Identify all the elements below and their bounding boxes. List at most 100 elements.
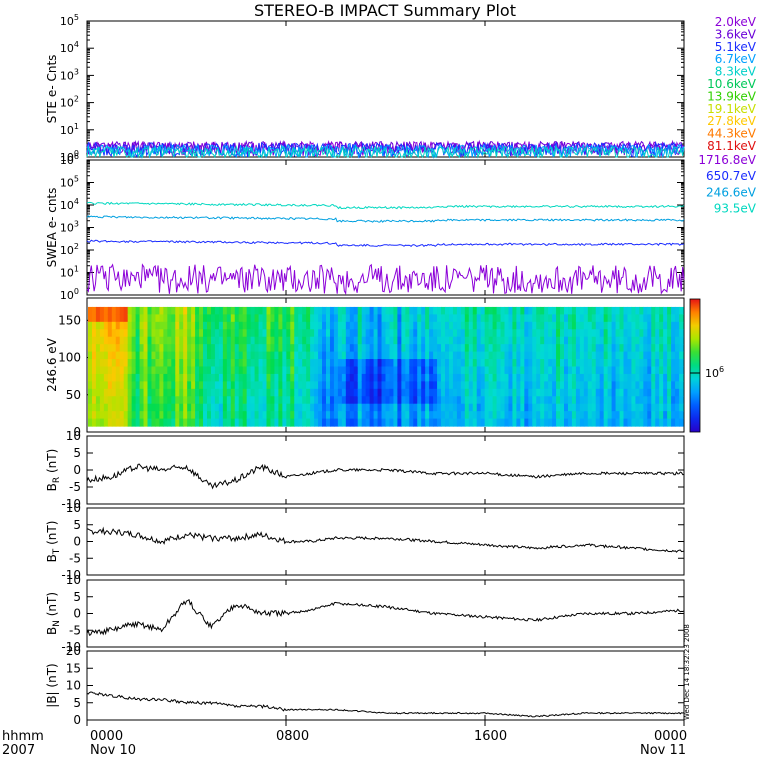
heatmap-cell <box>500 381 506 390</box>
heatmap-cell <box>591 359 597 368</box>
heatmap-cell <box>341 396 347 405</box>
heatmap-cell <box>226 411 232 420</box>
heatmap-cell <box>337 381 343 390</box>
heatmap-cell <box>421 336 426 345</box>
heatmap-cell <box>103 366 109 375</box>
heatmap-cell <box>119 396 125 405</box>
heatmap-cell <box>540 381 545 390</box>
heatmap-cell <box>262 329 268 338</box>
heatmap-cell <box>322 336 327 345</box>
heatmap-cell <box>195 314 200 323</box>
heatmap-cell <box>234 381 240 390</box>
heatmap-cell <box>393 336 398 345</box>
heatmap-cell <box>540 396 545 405</box>
heatmap-cell <box>445 381 450 390</box>
heatmap-cell <box>333 373 339 382</box>
heatmap-cell <box>361 359 367 368</box>
heatmap-cell <box>210 336 216 345</box>
heatmap-cell <box>262 306 268 315</box>
heatmap-cell <box>508 351 514 360</box>
heatmap-cell <box>607 388 613 397</box>
heatmap-cell <box>472 366 478 375</box>
heatmap-cell <box>298 306 303 315</box>
heatmap-cell <box>417 418 422 427</box>
heatmap-cell <box>286 366 291 375</box>
heatmap-cell <box>187 373 192 382</box>
heatmap-cell <box>504 344 510 353</box>
heatmap-cell <box>322 381 327 390</box>
heatmap-cell <box>278 321 283 330</box>
heatmap-cell <box>623 314 629 323</box>
heatmap-cell <box>484 418 490 427</box>
heatmap-cell <box>448 403 454 412</box>
heatmap-cell <box>214 351 220 360</box>
heatmap-cell <box>659 336 664 345</box>
heatmap-cell <box>413 306 418 315</box>
heatmap-cell <box>560 388 565 397</box>
heatmap-cell <box>508 359 514 368</box>
heatmap-cell <box>389 344 395 353</box>
heatmap-cell <box>429 351 434 360</box>
heatmap-cell <box>460 396 466 405</box>
heatmap-cell <box>528 321 533 330</box>
heatmap-cell <box>468 403 474 412</box>
heatmap-cell <box>131 403 137 412</box>
heatmap-cell <box>615 321 621 330</box>
heatmap-cell <box>234 373 240 382</box>
heatmap-cell <box>337 351 343 360</box>
heatmap-cell <box>99 329 105 338</box>
heatmap-cell <box>238 388 244 397</box>
heatmap-cell <box>258 396 264 405</box>
heatmap-cell <box>480 418 486 427</box>
heatmap-cell <box>377 411 383 420</box>
heatmap-cell <box>131 351 137 360</box>
heatmap-cell <box>298 411 303 420</box>
heatmap-cell <box>492 306 498 315</box>
heatmap-cell <box>667 351 672 360</box>
heatmap-cell <box>448 418 454 427</box>
heatmap-cell <box>655 373 660 382</box>
heatmap-cell <box>345 329 351 338</box>
heatmap-cell <box>191 359 196 368</box>
heatmap-cell <box>333 351 339 360</box>
heatmap-cell <box>631 373 636 382</box>
heatmap-cell <box>179 411 184 420</box>
heatmap-cell <box>441 351 446 360</box>
heatmap-cell <box>452 329 458 338</box>
heatmap-cell <box>476 403 482 412</box>
heatmap-cell <box>619 403 625 412</box>
heatmap-cell <box>623 366 629 375</box>
heatmap-cell <box>258 381 264 390</box>
heatmap-cell <box>643 321 648 330</box>
heatmap-cell <box>460 351 466 360</box>
heatmap-cell <box>214 381 220 390</box>
heatmap-cell <box>246 418 252 427</box>
heatmap-cell <box>91 351 97 360</box>
heatmap-cell <box>603 336 609 345</box>
heatmap-cell <box>314 388 319 397</box>
heatmap-cell <box>314 411 319 420</box>
heatmap-cell <box>333 321 339 330</box>
heatmap-cell <box>298 388 303 397</box>
heatmap-cell <box>675 411 680 420</box>
heatmap-cell <box>337 366 343 375</box>
heatmap-cell <box>357 411 363 420</box>
heatmap-cell <box>274 336 279 345</box>
heatmap-cell <box>429 336 434 345</box>
heatmap-cell <box>663 344 668 353</box>
heatmap-cell <box>254 314 260 323</box>
heatmap-cell <box>214 359 220 368</box>
heatmap-cell <box>143 351 149 360</box>
heatmap-cell <box>575 359 581 368</box>
heatmap-cell <box>298 373 303 382</box>
heatmap-cell <box>230 329 236 338</box>
heatmap-cell <box>222 373 228 382</box>
heatmap-cell <box>575 336 581 345</box>
heatmap-cell <box>631 388 636 397</box>
heatmap-cell <box>302 396 307 405</box>
heatmap-cell <box>254 359 260 368</box>
heatmap-cell <box>123 418 129 427</box>
heatmap-cell <box>413 388 418 397</box>
heatmap-cell <box>445 321 450 330</box>
heatmap-cell <box>671 373 676 382</box>
